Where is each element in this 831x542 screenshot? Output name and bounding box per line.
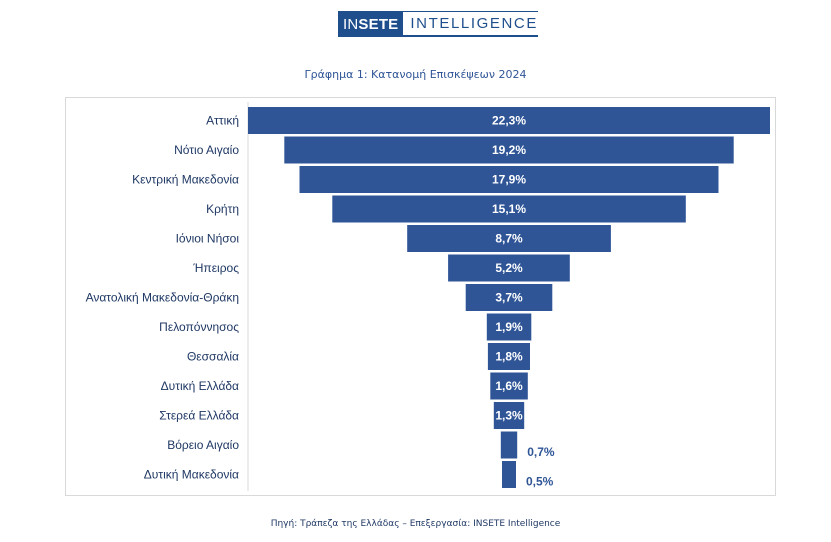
funnel-bar <box>332 195 686 223</box>
funnel-bar <box>407 225 611 252</box>
data-label: 22,3% <box>492 114 526 128</box>
funnel-bar <box>487 343 530 370</box>
category-label: Δυτική Ελλάδα <box>161 379 239 393</box>
category-label: Αττική <box>206 114 239 128</box>
funnel-bar <box>465 284 553 311</box>
funnel-bar <box>448 254 570 282</box>
logo-prefix-in: IN <box>343 15 359 33</box>
source-footnote: Πηγή: Τράπεζα της Ελλάδας – Επεξεργασία:… <box>270 519 561 529</box>
funnel-bar <box>248 107 770 134</box>
logo-prefix-sete: SETE <box>358 15 399 33</box>
data-label: 8,7% <box>495 232 523 246</box>
category-label: Δυτική Μακεδονία <box>144 468 239 482</box>
category-label: Κεντρική Μακεδονία <box>132 173 239 187</box>
funnel-bar <box>299 166 719 193</box>
funnel-bar <box>493 402 525 429</box>
funnel-bar <box>502 461 516 488</box>
category-label: Θεσσαλία <box>187 350 239 364</box>
funnel-chart: Αττική 22,3% Νότιο Αιγαίο 19,2% Κεντρική Μακ… <box>86 102 770 491</box>
data-label: 17,9% <box>492 173 526 187</box>
data-label: 3,7% <box>495 291 523 305</box>
category-label: Πελοπόννησος <box>159 320 239 334</box>
data-label: 5,2% <box>495 261 523 275</box>
funnel-bar <box>500 431 518 459</box>
category-label: Νότιο Αιγαίο <box>174 143 239 157</box>
funnel-bar <box>486 313 532 341</box>
category-label: Βόρειο Αιγαίο <box>167 438 239 452</box>
funnel-bar <box>490 372 528 400</box>
data-label: 15,1% <box>492 202 526 216</box>
logo-wordmark: INTELLIGENCE <box>403 11 538 37</box>
data-label: 1,9% <box>495 320 523 334</box>
category-label: Ανατολική Μακεδονία-Θράκη <box>86 291 239 305</box>
data-label: 19,2% <box>492 143 526 157</box>
logo-mark: IN SETE <box>338 11 404 37</box>
chart-area: Αττική 22,3% Νότιο Αιγαίο 19,2% Κεντρική Μακ… <box>65 97 776 496</box>
insete-logo: IN SETE INTELLIGENCE <box>338 11 538 37</box>
data-label: 1,8% <box>495 350 523 364</box>
category-label: Ιόνιοι Νήσοι <box>176 232 240 246</box>
data-label: 0,7% <box>527 445 555 459</box>
category-label: Κρήτη <box>206 202 239 216</box>
category-label: Στερεά Ελλάδα <box>159 409 239 423</box>
data-label: 1,3% <box>495 409 523 423</box>
funnel-bar <box>284 136 734 164</box>
data-label: 0,5% <box>526 475 554 489</box>
data-label: 1,6% <box>495 379 523 393</box>
chart-title: Γράφημα 1: Κατανομή Επισκέψεων 2024 <box>304 68 527 81</box>
category-label: Ήπειρος <box>192 261 239 275</box>
